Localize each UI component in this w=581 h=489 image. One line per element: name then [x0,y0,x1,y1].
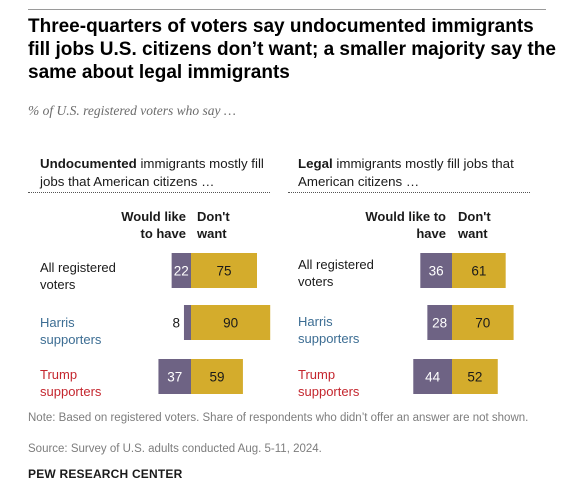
right-bar-would-like-trump [413,359,452,394]
right-col-dont-want: Don't want [458,209,491,241]
right-row-label-all: All registered voters [298,257,374,289]
left-col-would-like: Would like to have [121,209,186,241]
chart-subtitle: % of U.S. registered voters who say … [28,103,236,118]
chart-title: Three-quarters of voters say undocumente… [28,16,556,83]
left-panel-heading-rest: immigrants mostly fill jobs that America… [40,156,264,189]
right-bar-would-like-harris [427,305,452,340]
right-panel-heading-bold: Legal [298,156,333,171]
right-bar-dont-want-all [452,253,506,288]
left-label-dont-want-all: 75 [216,264,231,279]
left-row-label-all: All registered voters [40,260,116,292]
right-panel-divider [288,192,530,193]
left-label-would-like-trump: 37 [167,370,182,385]
right-row-label-harris: Harris supporters [298,314,360,346]
left-panel-heading: Undocumented immigrants mostly fill jobs… [40,155,280,191]
right-label-would-like-all: 36 [429,264,444,279]
right-label-would-like-trump: 44 [425,370,441,385]
left-bar-dont-want-harris [191,305,271,340]
right-label-dont-want-all: 61 [471,264,486,279]
left-bar-would-like-trump [158,359,191,394]
right-bar-would-like-all [420,253,452,288]
right-bar-dont-want-trump [452,359,498,394]
left-row-label-harris: Harris supporters [40,315,102,347]
left-row-label-trump: Trump supporters [40,367,102,399]
right-bar-dont-want-harris [452,305,514,340]
left-bar-would-like-harris [183,305,191,340]
left-bar-dont-want-all [191,253,257,288]
right-label-dont-want-trump: 52 [467,370,482,385]
left-label-would-like-all: 22 [174,264,189,279]
left-panel-divider [28,192,270,193]
right-row-label-trump: Trump supporters [298,367,360,399]
left-bar-would-like-all [171,253,191,288]
right-panel-heading: Legal immigrants mostly fill jobs that A… [298,155,538,191]
right-panel-heading-rest: immigrants mostly fill jobs that America… [298,156,514,189]
right-label-dont-want-harris: 70 [475,316,490,331]
left-label-would-like-harris: 8 [172,316,180,331]
top-rule [28,9,546,10]
left-label-dont-want-trump: 59 [209,370,224,385]
right-col-would-like: Would like to have [365,209,446,241]
left-col-dont-want: Don't want [197,209,230,241]
left-bar-dont-want-trump [191,359,243,394]
brand-logo-text: PEW RESEARCH CENTER [28,467,183,481]
left-panel-heading-bold: Undocumented [40,156,137,171]
chart-source: Source: Survey of U.S. adults conducted … [28,443,322,455]
right-label-would-like-harris: 28 [432,316,447,331]
left-label-dont-want-harris: 90 [223,316,238,331]
chart-note: Note: Based on registered voters. Share … [28,412,529,424]
